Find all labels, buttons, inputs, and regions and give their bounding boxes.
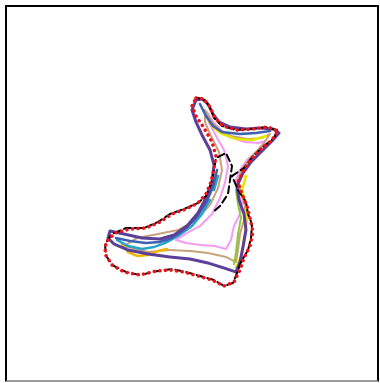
pink-contour [175, 111, 266, 250]
green-contour [233, 177, 242, 265]
red-dotted-contour [103, 96, 280, 288]
cyan-contour [115, 174, 220, 251]
figure-frame [5, 5, 379, 382]
